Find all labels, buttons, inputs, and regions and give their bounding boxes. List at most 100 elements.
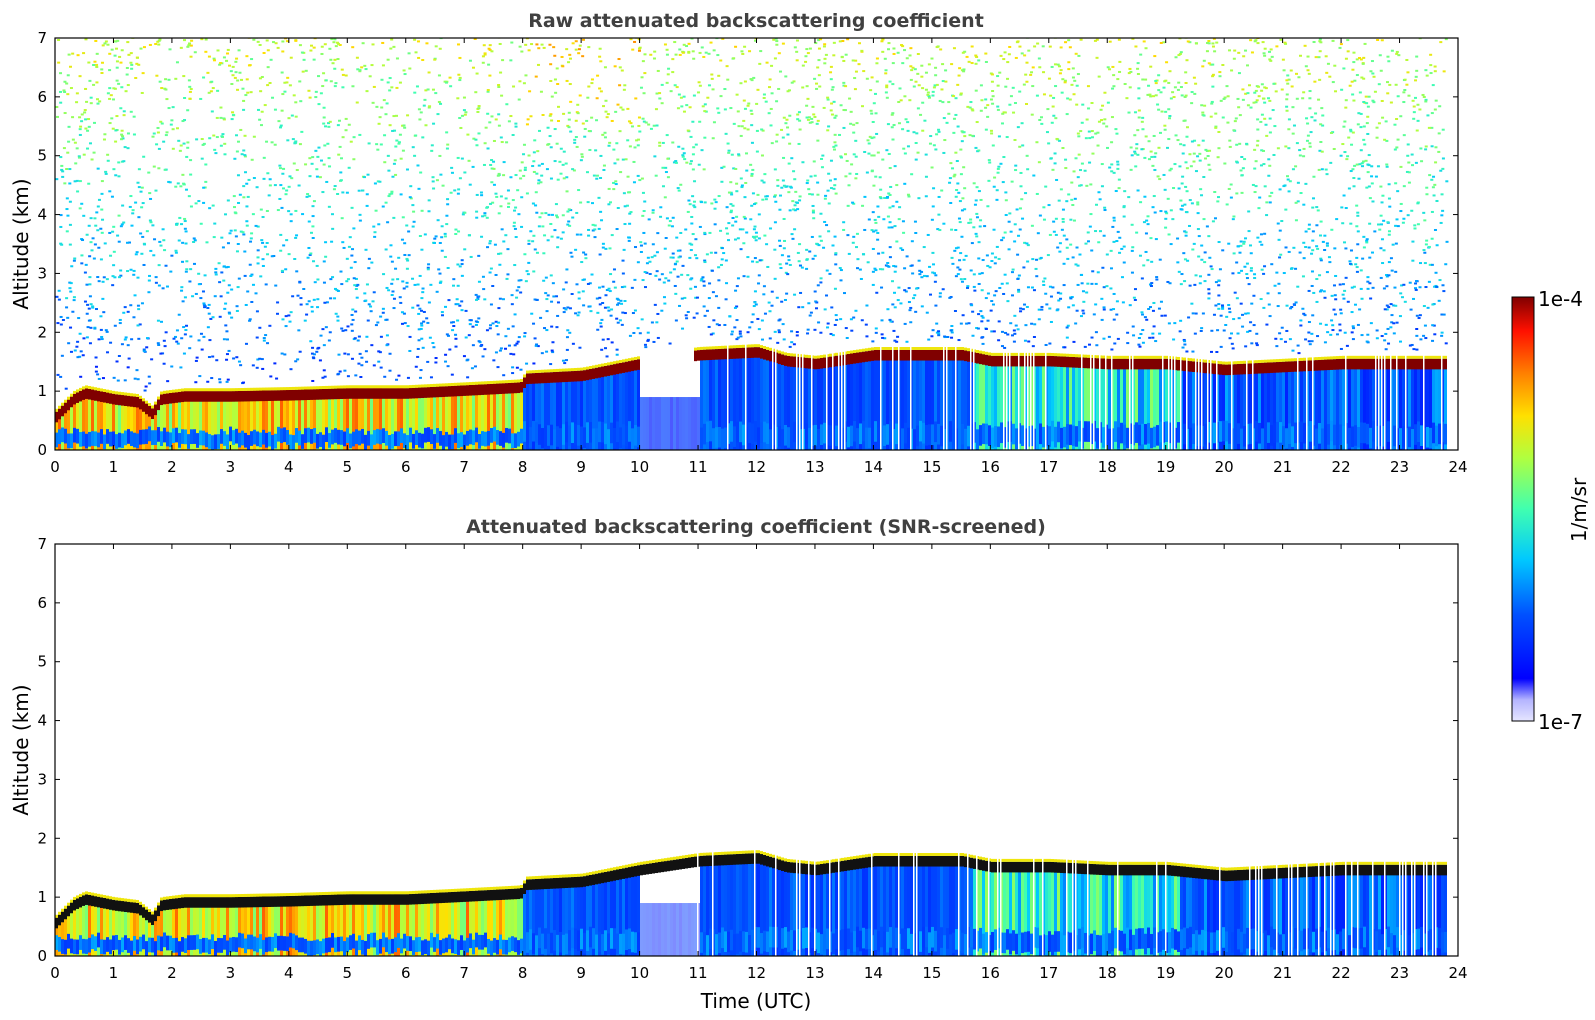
noise-pixel — [471, 344, 475, 347]
noise-pixel — [98, 100, 102, 103]
noise-pixel — [219, 295, 223, 298]
layer-edge — [1141, 355, 1144, 359]
noise-pixel — [1233, 49, 1237, 52]
dropout-line — [1030, 38, 1032, 450]
surface-column — [1438, 423, 1441, 445]
noise-pixel — [603, 131, 607, 134]
noise-pixel — [1399, 202, 1403, 205]
surface-column — [1426, 426, 1429, 448]
surface-column — [352, 431, 355, 447]
noise-pixel — [607, 203, 611, 206]
layer-band — [169, 392, 172, 404]
noise-pixel — [1080, 121, 1084, 124]
noise-pixel — [1246, 92, 1250, 95]
surface-column — [922, 422, 925, 444]
noise-pixel — [1376, 38, 1380, 41]
noise-pixel — [348, 236, 352, 239]
surface-column — [754, 421, 757, 442]
noise-pixel — [1079, 184, 1083, 187]
noise-pixel — [1430, 126, 1434, 129]
noise-pixel — [1307, 331, 1311, 334]
noise-pixel — [1380, 39, 1384, 42]
noise-pixel — [929, 293, 933, 296]
noise-pixel — [1415, 55, 1419, 58]
noise-pixel — [504, 234, 508, 237]
layer-band — [616, 363, 619, 375]
layer-edge — [739, 344, 742, 348]
noise-pixel — [255, 310, 259, 313]
boundary-layer-column — [781, 354, 784, 450]
noise-pixel — [1380, 238, 1384, 241]
layer-edge — [328, 385, 331, 389]
noise-pixel — [839, 155, 843, 158]
dropout-line — [898, 38, 900, 450]
noise-pixel — [806, 179, 810, 182]
layer-band — [319, 389, 322, 400]
noise-pixel — [725, 65, 729, 68]
noise-pixel — [316, 155, 320, 158]
noise-pixel — [865, 171, 869, 174]
noise-pixel — [207, 91, 211, 94]
noise-pixel — [778, 263, 782, 266]
layer-band — [502, 383, 505, 394]
noise-pixel — [763, 234, 767, 237]
layer-edge — [136, 393, 139, 397]
boundary-layer-column — [163, 393, 166, 450]
layer-edge — [223, 388, 226, 392]
noise-pixel — [232, 206, 236, 209]
noise-pixel — [1010, 180, 1014, 183]
noise-pixel — [1262, 306, 1266, 309]
boundary-layer-column — [700, 349, 703, 450]
noise-pixel — [1416, 223, 1420, 226]
layer-edge — [448, 383, 451, 387]
noise-pixel — [206, 326, 210, 329]
noise-pixel — [1394, 182, 1398, 185]
surface-column — [715, 427, 718, 448]
noise-pixel — [609, 314, 613, 317]
noise-pixel — [1135, 147, 1139, 150]
noise-pixel — [1031, 66, 1035, 69]
layer-band — [559, 371, 562, 383]
layer-band — [940, 349, 943, 361]
noise-pixel — [844, 175, 848, 178]
noise-pixel — [119, 274, 123, 277]
noise-pixel — [1184, 82, 1188, 85]
layer-edge — [769, 347, 772, 351]
noise-pixel — [872, 35, 875, 37]
noise-pixel — [1061, 220, 1065, 223]
noise-pixel — [599, 325, 603, 328]
noise-pixel — [813, 290, 817, 293]
noise-pixel — [1077, 135, 1081, 138]
layer-band — [406, 388, 409, 399]
noise-pixel — [148, 192, 152, 195]
surface-column — [346, 428, 349, 443]
noise-pixel — [967, 322, 971, 325]
noise-pixel — [1244, 32, 1247, 34]
noise-pixel — [581, 290, 585, 293]
layer-band — [295, 389, 298, 401]
noise-pixel — [1286, 82, 1290, 85]
boundary-layer-column — [760, 348, 763, 450]
noise-pixel — [1287, 128, 1291, 131]
noise-pixel — [1056, 246, 1060, 249]
noise-pixel — [456, 263, 460, 266]
noise-pixel — [1168, 70, 1172, 73]
noise-pixel — [1130, 154, 1134, 157]
noise-pixel — [856, 267, 860, 270]
surface-column — [751, 423, 754, 445]
surface-column — [1264, 425, 1267, 447]
layer-band — [550, 372, 553, 383]
dropout-line — [1441, 38, 1443, 450]
noise-pixel — [1412, 105, 1416, 108]
noise-pixel — [1138, 254, 1142, 257]
noise-pixel — [199, 332, 203, 335]
noise-pixel — [919, 113, 923, 116]
layer-band — [982, 354, 985, 365]
noise-pixel — [405, 267, 409, 270]
layer-edge — [70, 393, 73, 397]
boundary-layer-column — [1258, 362, 1261, 450]
noise-pixel — [1432, 175, 1436, 178]
boundary-layer-column — [988, 355, 991, 450]
noise-pixel — [714, 295, 718, 298]
layer-band — [1222, 364, 1225, 376]
